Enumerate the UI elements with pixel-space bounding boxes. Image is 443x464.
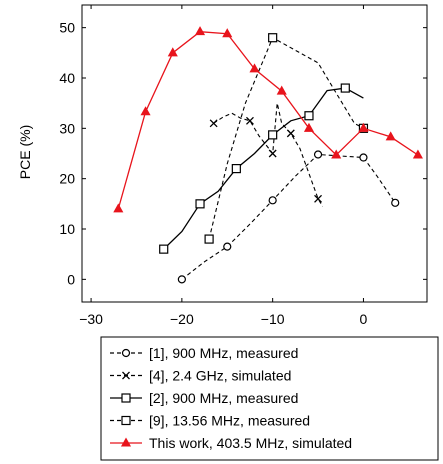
legend-label: [9], 13.56 MHz, measured xyxy=(149,413,310,429)
x-tick-label: −20 xyxy=(170,311,194,327)
y-tick-label: 10 xyxy=(59,221,75,237)
data-point-triangle xyxy=(276,85,287,95)
series-line xyxy=(208,36,364,240)
data-point-square xyxy=(268,33,278,43)
legend: [1], 900 MHz, measured [4], 2.4 GHz, simu… xyxy=(100,336,439,461)
y-axis-title: PCE (%) xyxy=(17,125,33,179)
data-point-triangle xyxy=(249,63,260,73)
data-point-square xyxy=(121,393,131,403)
data-point-circle xyxy=(223,242,232,251)
data-point-triangle xyxy=(303,122,315,132)
legend-label: This work, 403.5 MHz, simulated xyxy=(149,435,352,451)
series-2 xyxy=(159,83,364,254)
data-point-square xyxy=(195,199,205,209)
y-tick-label: 50 xyxy=(59,20,75,36)
series-1 xyxy=(209,103,324,207)
series-line xyxy=(163,87,364,250)
data-point-triangle xyxy=(331,149,342,159)
data-point-x xyxy=(314,194,323,203)
data-point-x xyxy=(122,371,130,380)
plot-frame xyxy=(81,4,428,303)
data-point-square xyxy=(159,244,169,254)
series-4 xyxy=(113,26,423,213)
data-point-triangle xyxy=(120,437,132,447)
series-3 xyxy=(204,33,369,244)
y-tick-labels: 0 10 20 30 40 50 xyxy=(59,20,75,288)
data-point-square xyxy=(304,111,314,121)
legend-entry: [1], 900 MHz, measured xyxy=(110,345,298,361)
data-point-square xyxy=(121,415,131,426)
data-point-circle xyxy=(391,198,400,207)
data-point-square xyxy=(204,234,214,244)
data-point-triangle xyxy=(385,131,396,141)
series-line xyxy=(213,103,324,207)
legend-label: [4], 2.4 GHz, simulated xyxy=(149,368,291,384)
x-tick-label: 0 xyxy=(360,311,368,327)
data-point-triangle xyxy=(222,28,233,38)
data-point-triangle xyxy=(140,106,151,116)
data-point-triangle xyxy=(167,47,178,57)
data-point-triangle xyxy=(194,26,206,36)
legend-label: [2], 900 MHz, measured xyxy=(149,390,298,406)
y-tick-label: 40 xyxy=(59,70,75,86)
data-point-square xyxy=(340,83,350,93)
axis-ticks xyxy=(82,5,427,302)
data-point-x xyxy=(286,129,295,138)
y-tick-label: 0 xyxy=(67,271,75,287)
series-line xyxy=(181,153,396,280)
data-point-square xyxy=(268,130,278,140)
legend-label: [1], 900 MHz, measured xyxy=(149,345,298,361)
y-tick-label: 20 xyxy=(59,171,75,187)
legend-entry: This work, 403.5 MHz, simulated xyxy=(110,435,352,451)
x-tick-label: −30 xyxy=(79,311,103,327)
x-tick-labels: −30 −20 −10 0 xyxy=(79,311,367,327)
series-0 xyxy=(177,150,400,284)
legend-entry: [2], 900 MHz, measured xyxy=(110,390,298,406)
data-point-x xyxy=(209,119,218,128)
data-point-circle xyxy=(313,150,323,159)
data-point-triangle xyxy=(412,149,423,159)
data-point-triangle xyxy=(358,122,369,132)
x-tick-label: −10 xyxy=(261,311,285,327)
data-point-x xyxy=(246,116,254,125)
series-layer xyxy=(113,26,423,284)
legend-entry: [4], 2.4 GHz, simulated xyxy=(110,368,291,384)
data-point-x xyxy=(268,149,277,158)
data-point-circle xyxy=(359,153,368,162)
legend-box xyxy=(100,336,439,461)
y-tick-label: 30 xyxy=(59,120,75,136)
series-line xyxy=(117,31,419,210)
data-point-circle xyxy=(121,348,131,358)
legend-entry: [9], 13.56 MHz, measured xyxy=(110,413,310,429)
data-point-triangle xyxy=(113,203,124,213)
data-point-circle xyxy=(177,275,186,284)
data-point-circle xyxy=(268,196,277,205)
data-point-square xyxy=(231,164,241,174)
